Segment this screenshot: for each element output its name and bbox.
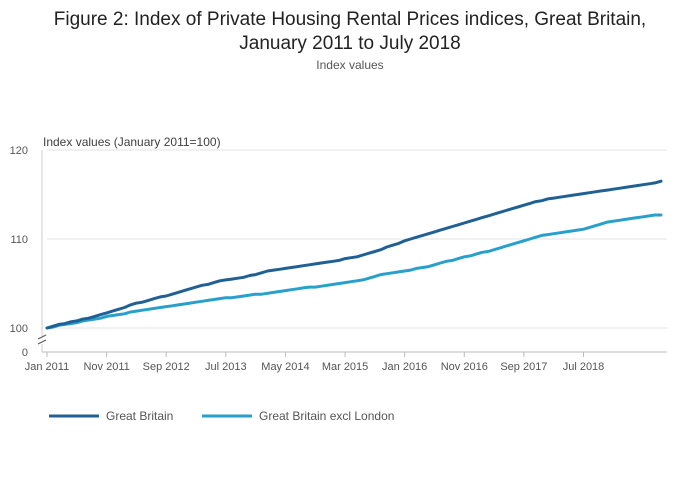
chart-title: Figure 2: Index of Private Housing Renta… <box>0 8 700 56</box>
x-tick-label: Jul 2013 <box>205 361 247 373</box>
y-tick-label: 120 <box>10 145 28 157</box>
axis-break-mark <box>37 334 47 340</box>
y-tick-label: 100 <box>10 323 28 335</box>
axis-break-mark <box>37 339 47 345</box>
chart-title-line-2: January 2011 to July 2018 <box>239 33 461 54</box>
legend-label: Great Britain <box>106 409 173 423</box>
x-tick-label: Nov 2016 <box>441 361 488 373</box>
x-tick-label: Mar 2015 <box>322 361 368 373</box>
x-tick-label: Jul 2018 <box>563 361 605 373</box>
x-tick-label: Sep 2012 <box>143 361 190 373</box>
x-tick-label: Jan 2011 <box>25 361 69 373</box>
chart-title-line-1: Figure 2: Index of Private Housing Renta… <box>53 9 647 30</box>
x-tick-label: Jan 2016 <box>382 361 427 373</box>
chart-subtitle: Index values <box>316 58 384 72</box>
y-tick-label: 110 <box>10 234 28 246</box>
x-tick-label: Nov 2011 <box>83 361 129 373</box>
legend-label: Great Britain excl London <box>259 409 394 423</box>
y-tick-label: 0 <box>22 347 28 359</box>
x-tick-label: Sep 2017 <box>500 361 547 373</box>
series-line-great-britain-excl-london <box>45 213 663 330</box>
y-axis-label: Index values (January 2011=100) <box>43 135 221 149</box>
x-tick-label: May 2014 <box>261 361 309 373</box>
series-line-great-britain <box>45 179 663 330</box>
